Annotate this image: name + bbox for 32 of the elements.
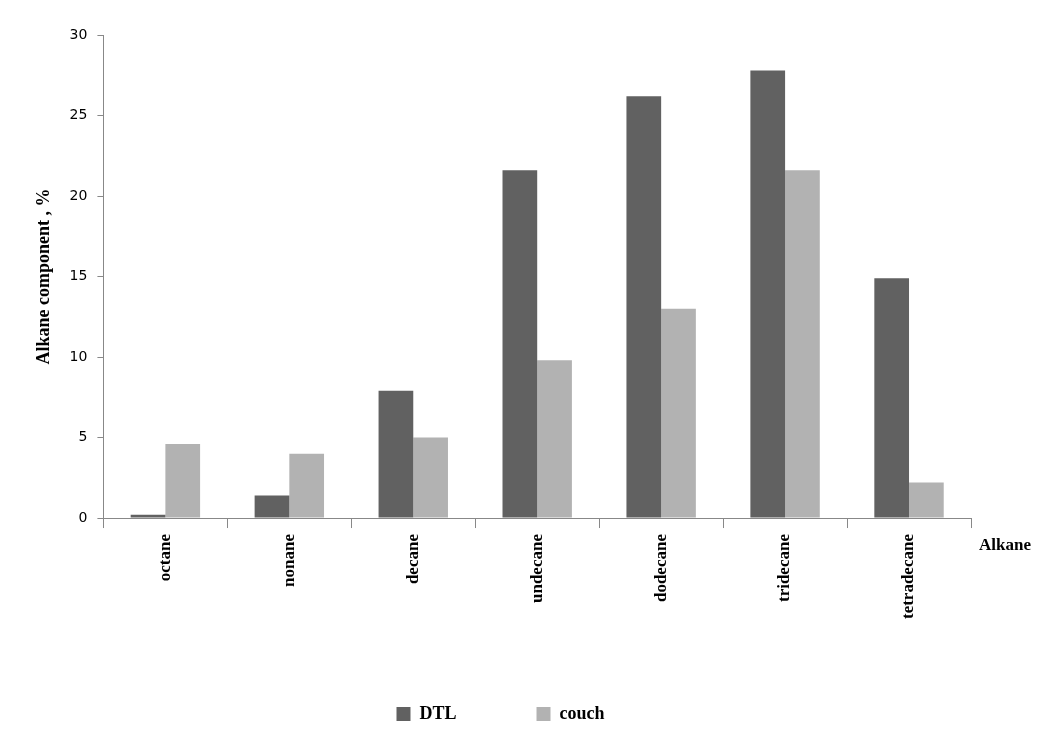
y-tick-label: 15 [69, 267, 88, 284]
bar [289, 453, 325, 518]
legend-label: couch [559, 702, 605, 723]
y-tick-label: 0 [78, 508, 88, 525]
bar [661, 308, 696, 518]
y-tick-label: 10 [69, 347, 88, 364]
x-tick-label: nonane [278, 533, 298, 587]
bar [785, 170, 820, 518]
bar [378, 390, 414, 518]
x-tick-label: dodecane [650, 533, 670, 603]
bar [626, 96, 662, 518]
x-tick-label: undecane [526, 533, 546, 604]
bar [254, 495, 290, 518]
x-tick-label: octane [154, 533, 174, 582]
y-tick-label: 20 [69, 186, 88, 203]
bar [874, 278, 910, 518]
y-tick-label: 5 [78, 428, 88, 445]
bar [502, 170, 538, 518]
x-axis-title: Alkane [979, 535, 1032, 555]
bar [750, 70, 786, 518]
x-tick-label: decane [402, 533, 422, 585]
legend-label: DTL [419, 702, 457, 723]
bar [413, 437, 448, 518]
bar [537, 360, 572, 518]
y-tick-label: 25 [69, 106, 88, 123]
bar [165, 443, 201, 518]
bar [130, 514, 166, 518]
bar [909, 482, 944, 518]
y-tick-label: 30 [69, 25, 88, 42]
y-axis-title: Alkane component , % [33, 188, 54, 365]
x-tick-label: tetradecane [898, 533, 918, 620]
x-tick-label: tridecane [774, 533, 794, 603]
